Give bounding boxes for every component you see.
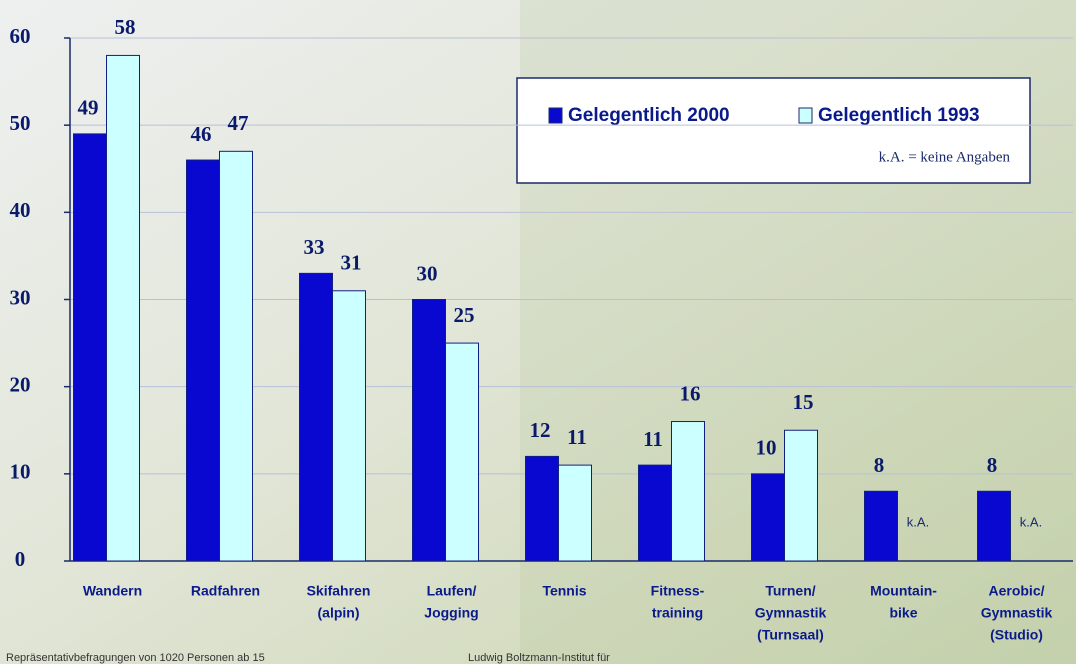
x-tick-label: Radfahren <box>191 583 260 599</box>
value-label: 12 <box>530 418 551 442</box>
value-label: 10 <box>756 436 777 460</box>
bar <box>671 421 705 562</box>
y-tick-label: 0 <box>15 547 26 571</box>
value-label: 49 <box>78 96 99 120</box>
x-tick-label: Tennis <box>542 583 586 599</box>
x-tick-label: Turnen/ <box>765 583 815 599</box>
legend-note: k.A. = keine Angaben <box>879 149 1011 165</box>
value-label: 15 <box>793 390 814 414</box>
legend-swatch <box>798 107 813 124</box>
x-tick-label: bike <box>889 605 917 621</box>
bar <box>525 455 559 562</box>
bar <box>445 342 479 562</box>
y-tick-label: 40 <box>10 198 31 222</box>
bar <box>332 290 366 562</box>
source-text: Ludwig Boltzmann-Institut für <box>468 652 610 664</box>
legend-swatch <box>548 107 563 124</box>
x-tick-label: Laufen/ <box>427 583 477 599</box>
y-tick-label: 20 <box>10 372 31 396</box>
source-text: Repräsentativbefragungen von 1020 Person… <box>6 652 265 664</box>
x-tick-label: Gymnastik <box>981 605 1053 621</box>
x-tick-label: Mountain- <box>870 583 937 599</box>
value-label: 16 <box>680 381 701 405</box>
x-tick-label: Fitness- <box>651 583 705 599</box>
bar <box>558 464 592 562</box>
x-tick-label: Aerobic/ <box>988 583 1044 599</box>
value-label: 11 <box>567 425 587 449</box>
value-label: 8 <box>987 453 998 477</box>
value-label: k.A. <box>1020 514 1042 529</box>
bar <box>784 429 818 562</box>
bar <box>299 272 333 562</box>
value-label: 25 <box>454 303 475 327</box>
value-label: 47 <box>228 111 249 135</box>
value-label: k.A. <box>907 514 929 529</box>
legend-label: Gelegentlich 1993 <box>818 105 980 126</box>
legend-box <box>516 77 1031 184</box>
x-tick-label: Jogging <box>424 605 478 621</box>
bar <box>219 150 253 562</box>
x-tick-label: (alpin) <box>318 605 360 621</box>
value-label: 8 <box>874 453 885 477</box>
y-tick-label: 50 <box>10 111 31 135</box>
x-tick-label: Skifahren <box>307 583 371 599</box>
legend: Gelegentlich 2000 Gelegentlich 1993 k.A. =… <box>516 77 1031 184</box>
x-tick-label: Gymnastik <box>755 605 827 621</box>
bar <box>638 464 672 562</box>
legend-label: Gelegentlich 2000 <box>568 105 730 126</box>
y-tick-label: 30 <box>10 285 31 309</box>
value-label: 33 <box>304 235 325 259</box>
bar <box>864 490 898 562</box>
bar <box>186 159 220 562</box>
x-tick-label: Wandern <box>83 583 142 599</box>
value-label: 58 <box>115 15 136 39</box>
y-tick-label: 60 <box>10 24 31 48</box>
y-tick-label: 10 <box>10 460 31 484</box>
bar <box>412 299 446 562</box>
bar <box>73 133 107 562</box>
value-label: 11 <box>643 427 663 451</box>
x-tick-label: training <box>652 605 703 621</box>
value-label: 46 <box>191 122 212 146</box>
x-tick-label: (Studio) <box>990 627 1043 643</box>
value-label: 31 <box>341 251 362 275</box>
value-label: 30 <box>417 261 438 285</box>
bar <box>977 490 1011 562</box>
bar <box>751 473 785 562</box>
bar <box>106 54 140 562</box>
x-tick-label: (Turnsaal) <box>757 627 824 643</box>
